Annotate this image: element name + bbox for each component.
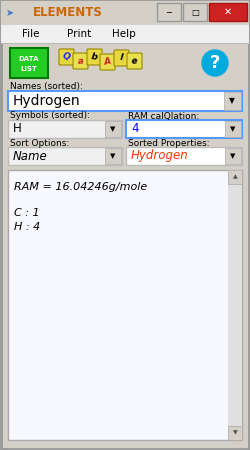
Text: Hydrogen: Hydrogen (131, 149, 189, 162)
Text: Hydrogen: Hydrogen (13, 94, 80, 108)
FancyBboxPatch shape (209, 3, 247, 21)
FancyBboxPatch shape (100, 54, 115, 70)
Text: 4: 4 (131, 122, 138, 135)
Text: RAM = 16.04246g/mole: RAM = 16.04246g/mole (14, 182, 147, 192)
FancyBboxPatch shape (228, 170, 242, 440)
FancyBboxPatch shape (59, 49, 74, 65)
FancyBboxPatch shape (225, 121, 241, 137)
Text: C : 1: C : 1 (14, 208, 40, 218)
Text: Q: Q (62, 52, 71, 63)
Text: ▼: ▼ (110, 153, 116, 159)
Text: Symbols (sorted):: Symbols (sorted): (10, 112, 90, 121)
FancyBboxPatch shape (228, 170, 242, 184)
FancyBboxPatch shape (10, 48, 48, 78)
Circle shape (202, 50, 228, 76)
FancyBboxPatch shape (8, 91, 242, 111)
Text: ▼: ▼ (232, 431, 237, 436)
Text: LIST: LIST (20, 66, 38, 72)
FancyBboxPatch shape (114, 50, 129, 66)
FancyBboxPatch shape (73, 53, 88, 69)
Text: ➤: ➤ (6, 8, 14, 18)
FancyBboxPatch shape (228, 426, 242, 440)
FancyBboxPatch shape (157, 3, 181, 21)
Text: ─: ─ (166, 8, 172, 17)
Text: a: a (77, 56, 84, 66)
Text: ?: ? (210, 54, 220, 72)
Text: Names (sorted):: Names (sorted): (10, 82, 83, 91)
Text: ELEMENTS: ELEMENTS (33, 6, 103, 19)
Text: Sorted Properties:: Sorted Properties: (128, 139, 210, 148)
FancyBboxPatch shape (126, 147, 242, 165)
Text: Name: Name (13, 149, 48, 162)
Text: b: b (91, 52, 98, 62)
Text: A: A (103, 57, 112, 67)
FancyBboxPatch shape (126, 120, 242, 138)
Text: H : 4: H : 4 (14, 222, 40, 232)
FancyBboxPatch shape (105, 148, 121, 164)
Text: ▼: ▼ (230, 153, 236, 159)
Text: Print: Print (67, 29, 91, 39)
Text: □: □ (191, 8, 199, 17)
FancyBboxPatch shape (224, 92, 241, 110)
Text: Sort Options:: Sort Options: (10, 139, 69, 148)
FancyBboxPatch shape (8, 120, 122, 138)
Text: RAM calQlation:: RAM calQlation: (128, 112, 199, 121)
Text: ✕: ✕ (224, 7, 232, 17)
FancyBboxPatch shape (183, 3, 207, 21)
Text: ▼: ▼ (230, 126, 236, 132)
Text: l: l (120, 54, 124, 63)
FancyBboxPatch shape (1, 25, 249, 43)
Text: Help: Help (112, 29, 136, 39)
FancyBboxPatch shape (8, 147, 122, 165)
Text: H: H (13, 122, 22, 135)
FancyBboxPatch shape (87, 49, 102, 65)
FancyBboxPatch shape (8, 170, 242, 440)
Text: ▼: ▼ (110, 126, 116, 132)
FancyBboxPatch shape (225, 148, 241, 164)
Text: e: e (131, 56, 138, 66)
Text: ▼: ▼ (229, 96, 235, 105)
FancyBboxPatch shape (105, 121, 121, 137)
FancyBboxPatch shape (127, 53, 142, 69)
FancyBboxPatch shape (1, 1, 249, 25)
Text: DATA: DATA (19, 56, 39, 62)
Text: File: File (22, 29, 40, 39)
Text: ▲: ▲ (232, 175, 237, 180)
